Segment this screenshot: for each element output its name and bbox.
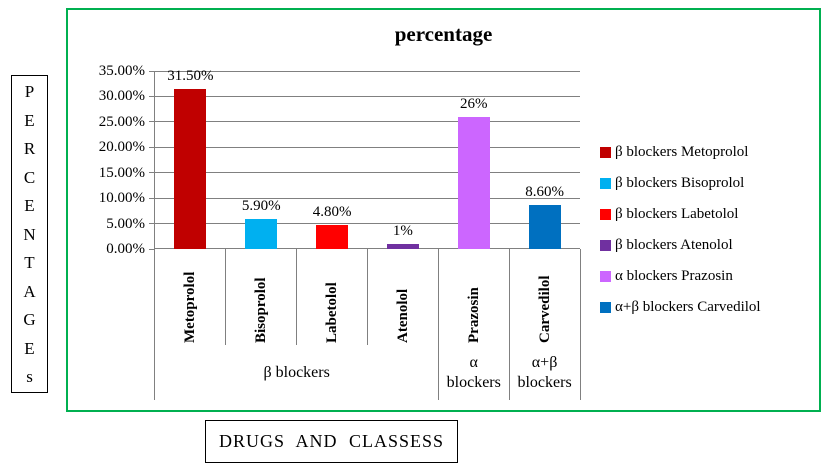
y-axis-tick-label: 15.00% (98, 164, 145, 181)
legend-item: β blockers Metoprolol (600, 143, 748, 161)
legend-item: β blockers Labetolol (600, 205, 738, 223)
gridline (155, 223, 580, 225)
y-axis-tick-label: 35.00% (98, 63, 145, 79)
bar-bisoprolol (245, 218, 278, 249)
bar-metoprolol (174, 88, 207, 249)
legend-item: β blockers Bisoprolol (600, 174, 744, 192)
y-axis-tick-label: 20.00% (98, 139, 145, 156)
gridline (155, 95, 580, 97)
y-axis-title-letter: E (24, 110, 35, 130)
y-axis-tick-label: 10.00% (98, 190, 145, 207)
y-axis-tick-mark (149, 70, 155, 72)
gridline (155, 70, 580, 72)
legend-item: α blockers Prazosin (600, 267, 733, 285)
group-label-: α blockers (438, 345, 509, 400)
category-divider-line (225, 249, 227, 345)
bar-atenolol (386, 243, 419, 249)
bar-prazosin (457, 116, 490, 249)
category-label-labetolol: Labetolol (324, 282, 341, 343)
y-axis-title-letter: T (24, 253, 35, 272)
category-label-carvedilol: Carvedilol (536, 275, 553, 344)
bar-value-label: 31.50% (167, 67, 214, 84)
bar-value-label: 4.80% (312, 203, 352, 220)
y-axis-title-letter: R (23, 139, 36, 158)
y-axis-tick-mark (149, 121, 155, 123)
gridline (155, 197, 580, 199)
legend-item-label: β blockers Labetolol (615, 206, 739, 222)
group-label-line: β blockers (263, 363, 330, 381)
y-axis-tick-mark (149, 146, 155, 148)
legend-item-label: β blockers Atenolol (615, 237, 733, 253)
legend-item-label: α+β blockers Carvedilol (615, 299, 761, 315)
group-divider-line (508, 249, 510, 400)
y-axis-title-letter: C (23, 167, 36, 187)
y-axis-title-letter: s (26, 367, 33, 386)
legend-item-label: β blockers Metoprolol (615, 144, 749, 160)
y-axis-line (154, 71, 155, 400)
bar-value-label: 8.60% (525, 184, 564, 201)
y-axis-title-letter: E (24, 338, 35, 358)
legend-swatch (600, 177, 611, 189)
y-axis-title-letter: G (23, 310, 36, 329)
y-axis-tick-mark (149, 197, 155, 199)
chart-title: percentage (394, 22, 493, 46)
legend-item-label: α blockers Prazosin (615, 268, 733, 284)
chart-frame: percentage 35.00% 30.00% 25.00% 20.00% 15.00… (66, 8, 821, 412)
y-axis-tick-label: 0.00% (106, 241, 145, 257)
x-axis-title: DRUGS AND CLASSESS (218, 431, 445, 451)
category-label-atenolol: Atenolol (394, 288, 411, 343)
bar-value-label: 26% (460, 95, 488, 112)
group-label-line: blockers (517, 373, 572, 391)
legend-swatch (600, 146, 611, 158)
gridline (155, 172, 580, 174)
group-label-blockers: β blockers (155, 345, 438, 400)
legend-item: α+β blockers Carvedilol (600, 298, 761, 316)
bar-value-label: 1% (392, 222, 413, 239)
y-axis-title-letter: P (24, 82, 35, 101)
y-axis-title-letter: E (24, 196, 35, 215)
category-label-prazosin: Prazosin (465, 287, 482, 343)
legend-swatch (600, 208, 611, 220)
legend-swatch (600, 301, 611, 313)
y-axis-tick-label: 30.00% (98, 88, 145, 105)
legend-item: β blockers Atenolol (600, 236, 733, 254)
y-axis-tick-mark (149, 248, 155, 250)
legend-item-label: β blockers Bisoprolol (615, 175, 745, 191)
legend-swatch (600, 270, 611, 282)
bar-labetolol (316, 224, 349, 249)
legend-swatch (600, 239, 611, 251)
category-label-bisoprolol: Bisoprolol (253, 277, 270, 343)
category-divider-line (296, 249, 298, 345)
y-axis-tick-mark (149, 172, 155, 174)
x-axis-line (155, 248, 580, 249)
y-axis-title-letter: N (23, 224, 36, 244)
group-label-: α+β blockers (509, 345, 580, 400)
y-axis-tick-label: 5.00% (106, 215, 145, 232)
group-label-line: blockers (446, 373, 501, 391)
y-axis-tick-mark (149, 95, 155, 97)
gridline (155, 146, 580, 148)
x-axis-title-box: DRUGS AND CLASSESS (205, 420, 458, 463)
y-axis-tick-label: 25.00% (98, 113, 145, 130)
group-label-line: α (469, 353, 478, 371)
y-axis-tick-mark (149, 223, 155, 225)
group-label-line: α+β (531, 353, 558, 371)
y-axis-title-letter: A (23, 281, 36, 301)
bar-carvedilol (528, 205, 561, 249)
category-label-metoprolol: Metoprolol (182, 271, 199, 343)
bar-value-label: 5.90% (241, 197, 281, 214)
group-divider-line (437, 249, 439, 400)
gridline (155, 121, 580, 123)
group-divider-line (579, 249, 581, 400)
category-divider-line (367, 249, 368, 345)
